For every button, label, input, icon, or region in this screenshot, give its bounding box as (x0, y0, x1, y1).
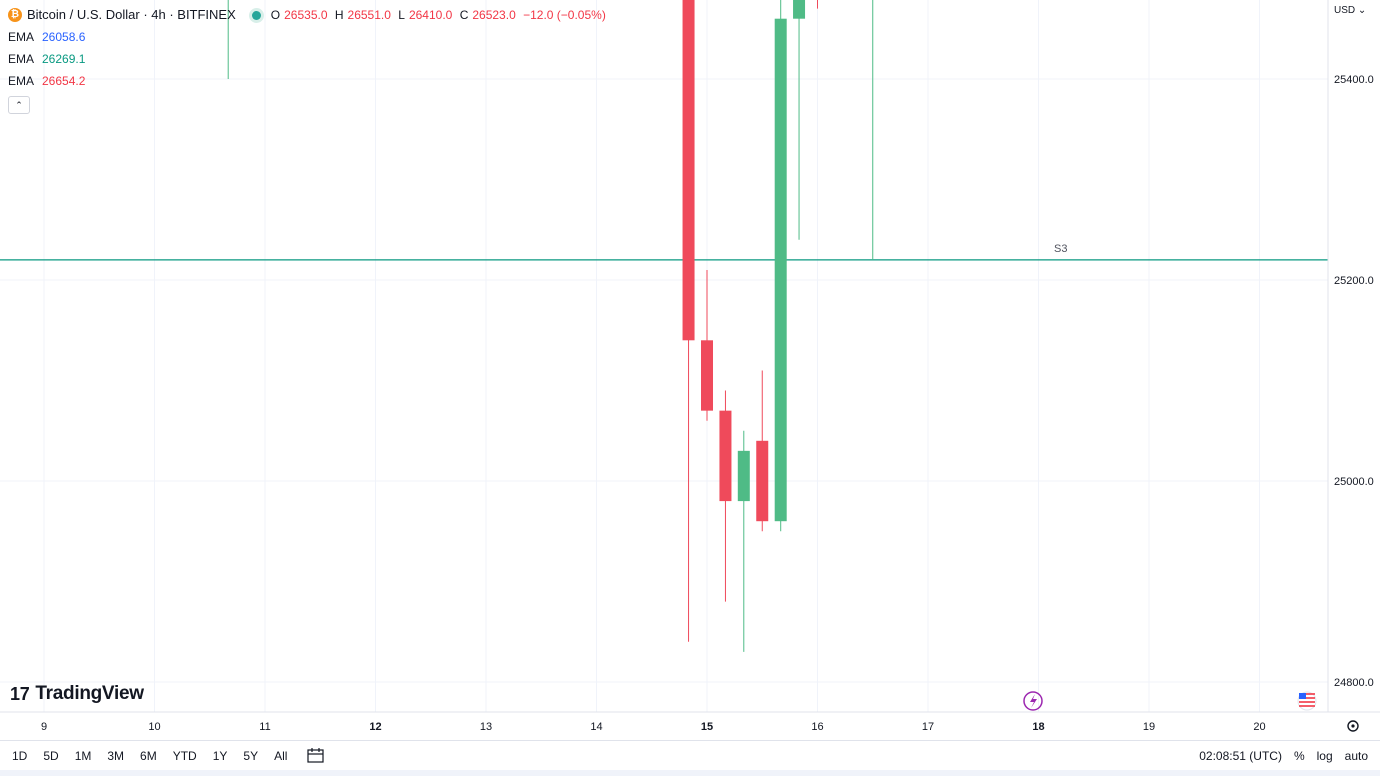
indicator-value: 26269.1 (42, 52, 86, 66)
candle[interactable] (756, 370, 769, 532)
timeframe-5d[interactable]: 5D (43, 749, 59, 763)
indicator-name: EMA (8, 52, 35, 66)
candle[interactable] (867, 0, 879, 260)
percent-toggle[interactable]: % (1293, 749, 1305, 763)
timeframe-5y[interactable]: 5Y (243, 749, 259, 763)
x-tick-label: 11 (259, 721, 270, 733)
indicator-name: EMA (8, 30, 35, 44)
candle-body (793, 0, 806, 19)
candles[interactable] (1, 0, 1044, 652)
chevron-up-icon: ⌃ (15, 100, 23, 110)
date-range-icon[interactable] (305, 747, 327, 765)
y-tick-label: 25400.0 (1334, 74, 1374, 86)
x-tick-label: 13 (480, 721, 492, 733)
candle[interactable] (682, 0, 695, 642)
gear-icon-inner (1351, 724, 1355, 728)
ohlc-close: 26523.0 (472, 8, 516, 22)
candle[interactable] (812, 0, 824, 9)
collapse-legend-button[interactable]: ⌃ (8, 96, 30, 114)
x-tick-label: 12 (369, 721, 381, 733)
ohlc-open-label: O (270, 8, 281, 22)
symbol-title[interactable]: Bitcoin / U.S. Dollar · 4h · BITFINEX (27, 7, 236, 22)
timeframe-6m[interactable]: 6M (140, 749, 157, 763)
indicator-ema-3[interactable]: EMA 26654.2 (8, 70, 610, 92)
bottom-strip (0, 770, 1380, 776)
indicator-value: 26654.2 (42, 74, 86, 88)
candle-body (701, 340, 713, 411)
indicator-ema-2[interactable]: EMA 26269.1 (8, 48, 610, 70)
ohlc-low: 26410.0 (408, 8, 453, 22)
ohlc-low-label: L (398, 8, 405, 22)
candle[interactable] (737, 430, 750, 652)
y-tick-label: 24800.0 (1334, 677, 1374, 689)
grid-layer (0, 0, 1328, 712)
timeframe-3m[interactable]: 3M (107, 749, 125, 763)
settings-gear-icon[interactable] (1347, 720, 1359, 732)
ohlc-change: −12.0 (−0.05%) (523, 8, 606, 22)
indicator-name: EMA (8, 74, 35, 88)
chart-legend: ₿ Bitcoin / U.S. Dollar · 4h · BITFINEX … (8, 4, 610, 114)
x-tick-label: 9 (41, 721, 47, 733)
tradingview-logo-icon: 17 (10, 683, 30, 704)
candle-body (774, 18, 787, 522)
brand-name: TradingView (35, 683, 144, 704)
us-flag-canton (1299, 693, 1306, 699)
pivot-levels: R3R2R1PivotS1S2S3 (0, 243, 1328, 261)
x-tick-label: 16 (811, 721, 823, 733)
candle[interactable] (774, 0, 787, 532)
gear-icon-outer (1347, 720, 1359, 732)
y-tick-label: 25200.0 (1334, 275, 1374, 287)
ohlc-close-label: C (459, 8, 469, 22)
x-tick-label: 18 (1032, 721, 1044, 733)
candle[interactable] (701, 269, 713, 421)
bitcoin-icon: ₿ (8, 8, 22, 22)
currency-selector[interactable]: USD ⌄ (1334, 5, 1367, 16)
market-status-icon[interactable] (251, 10, 261, 20)
level-label-s3: S3 (1054, 243, 1067, 255)
x-tick-label: 17 (922, 721, 934, 733)
ohlc-high-label: H (334, 8, 344, 22)
indicator-value: 26058.6 (42, 30, 86, 44)
candle-body (682, 0, 695, 341)
us-flag-icon[interactable] (1297, 691, 1317, 711)
axes: 24800.025000.025200.025400.025600.025800… (0, 0, 1380, 733)
bottom-right-controls: 02:08:51 (UTC) % log auto (1199, 741, 1380, 771)
ohlc-open: 26535.0 (284, 8, 328, 22)
candle[interactable] (793, 0, 806, 240)
tradingview-logo[interactable]: 17 TradingView (10, 683, 144, 705)
lightning-icon-ring (1023, 691, 1043, 711)
ohlc-high: 26551.0 (347, 8, 391, 22)
indicator-ema-1[interactable]: EMA 26058.6 (8, 26, 610, 48)
timeframe-all[interactable]: All (274, 749, 288, 763)
timeframe-1y[interactable]: 1Y (212, 749, 228, 763)
timeframe-1d[interactable]: 1D (12, 749, 28, 763)
x-tick-label: 20 (1253, 721, 1265, 733)
timeframe-ytd[interactable]: YTD (172, 749, 197, 763)
x-tick-label: 19 (1143, 721, 1155, 733)
lightning-icon[interactable] (1023, 691, 1043, 711)
candle-body (737, 450, 750, 502)
x-tick-label: 14 (590, 721, 602, 733)
candle-body (719, 410, 732, 502)
candle-body (756, 440, 769, 522)
bottom-toolbar: 1D 5D 1M 3M 6M YTD 1Y 5Y All 02:08:51 (U… (0, 740, 1380, 771)
ohlc-values: O 26535.0 H 26551.0 L 26410.0 C 26523.0 −12.… (271, 4, 610, 26)
auto-toggle[interactable]: auto (1344, 749, 1368, 763)
lightning-icon-bolt (1030, 694, 1037, 708)
timeframe-1m[interactable]: 1M (74, 749, 92, 763)
log-toggle[interactable]: log (1316, 749, 1333, 763)
symbol-row[interactable]: ₿ Bitcoin / U.S. Dollar · 4h · BITFINEX … (8, 4, 610, 26)
utc-clock[interactable]: 02:08:51 (UTC) (1199, 749, 1282, 763)
y-tick-label: 25000.0 (1334, 476, 1374, 488)
candle[interactable] (719, 390, 732, 602)
x-tick-label: 10 (148, 721, 160, 733)
x-tick-label: 15 (701, 721, 713, 733)
